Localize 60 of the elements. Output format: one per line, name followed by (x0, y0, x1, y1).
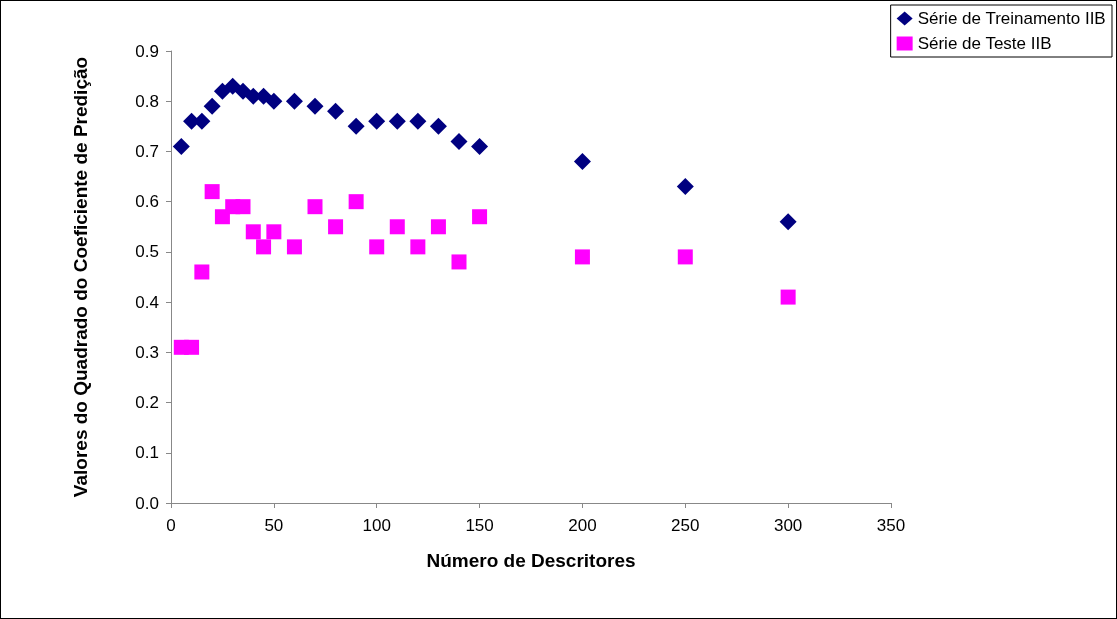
point (306, 97, 324, 115)
x-tick-label: 250 (671, 516, 700, 535)
point (574, 249, 590, 265)
point (348, 194, 364, 210)
point (573, 152, 591, 170)
point (184, 339, 200, 355)
y-tick-label: 0.7 (135, 141, 159, 161)
point (451, 254, 467, 270)
point (203, 97, 221, 115)
point (409, 112, 427, 130)
y-tick-label: 0.2 (135, 393, 159, 413)
point (347, 117, 365, 135)
point (285, 92, 303, 110)
point (204, 184, 220, 200)
point (677, 249, 693, 265)
y-tick-label: 0.9 (135, 41, 159, 61)
y-tick-label: 0.4 (135, 292, 159, 312)
point (266, 224, 282, 240)
x-axis-title: Número de Descritores (426, 550, 636, 571)
point (779, 213, 797, 231)
x-tick-label: 150 (465, 516, 494, 535)
point (307, 199, 323, 215)
point (256, 239, 272, 255)
point (389, 219, 405, 235)
point (676, 178, 694, 196)
x-tick-label: 0 (166, 516, 176, 535)
y-tick-label: 0.0 (135, 493, 159, 513)
x-tick-label: 200 (568, 516, 597, 535)
legend-label: Série de Teste IIB (917, 34, 1052, 53)
point (265, 92, 283, 110)
legend-label: Série de Treinamento IIB (917, 9, 1106, 28)
point (224, 77, 242, 95)
point (471, 137, 489, 155)
point (368, 112, 386, 130)
x-tick-label: 350 (876, 516, 906, 535)
x-tick-label: 100 (362, 516, 391, 535)
y-tick-label: 0.5 (135, 242, 159, 262)
point (328, 219, 344, 235)
point (450, 132, 468, 150)
point (429, 117, 447, 135)
y-tick-label: 0.8 (135, 91, 159, 111)
y-tick-label: 0.3 (135, 342, 159, 362)
point (172, 137, 190, 155)
point (472, 209, 488, 225)
point (327, 102, 345, 120)
y-tick-label: 0.1 (135, 443, 159, 463)
point (213, 82, 231, 100)
point (369, 239, 385, 255)
x-tick-label: 300 (773, 516, 803, 535)
y-tick-label: 0.6 (135, 192, 159, 212)
point (388, 112, 406, 130)
point (286, 239, 302, 255)
point (245, 224, 261, 240)
x-tick-label: 50 (264, 516, 284, 535)
y-axis-title: Valores do Quadrado do Coeficiente de Predição (69, 56, 91, 498)
point (410, 239, 426, 255)
point (194, 264, 210, 280)
point (430, 219, 446, 235)
point (780, 289, 796, 305)
point (235, 199, 251, 215)
